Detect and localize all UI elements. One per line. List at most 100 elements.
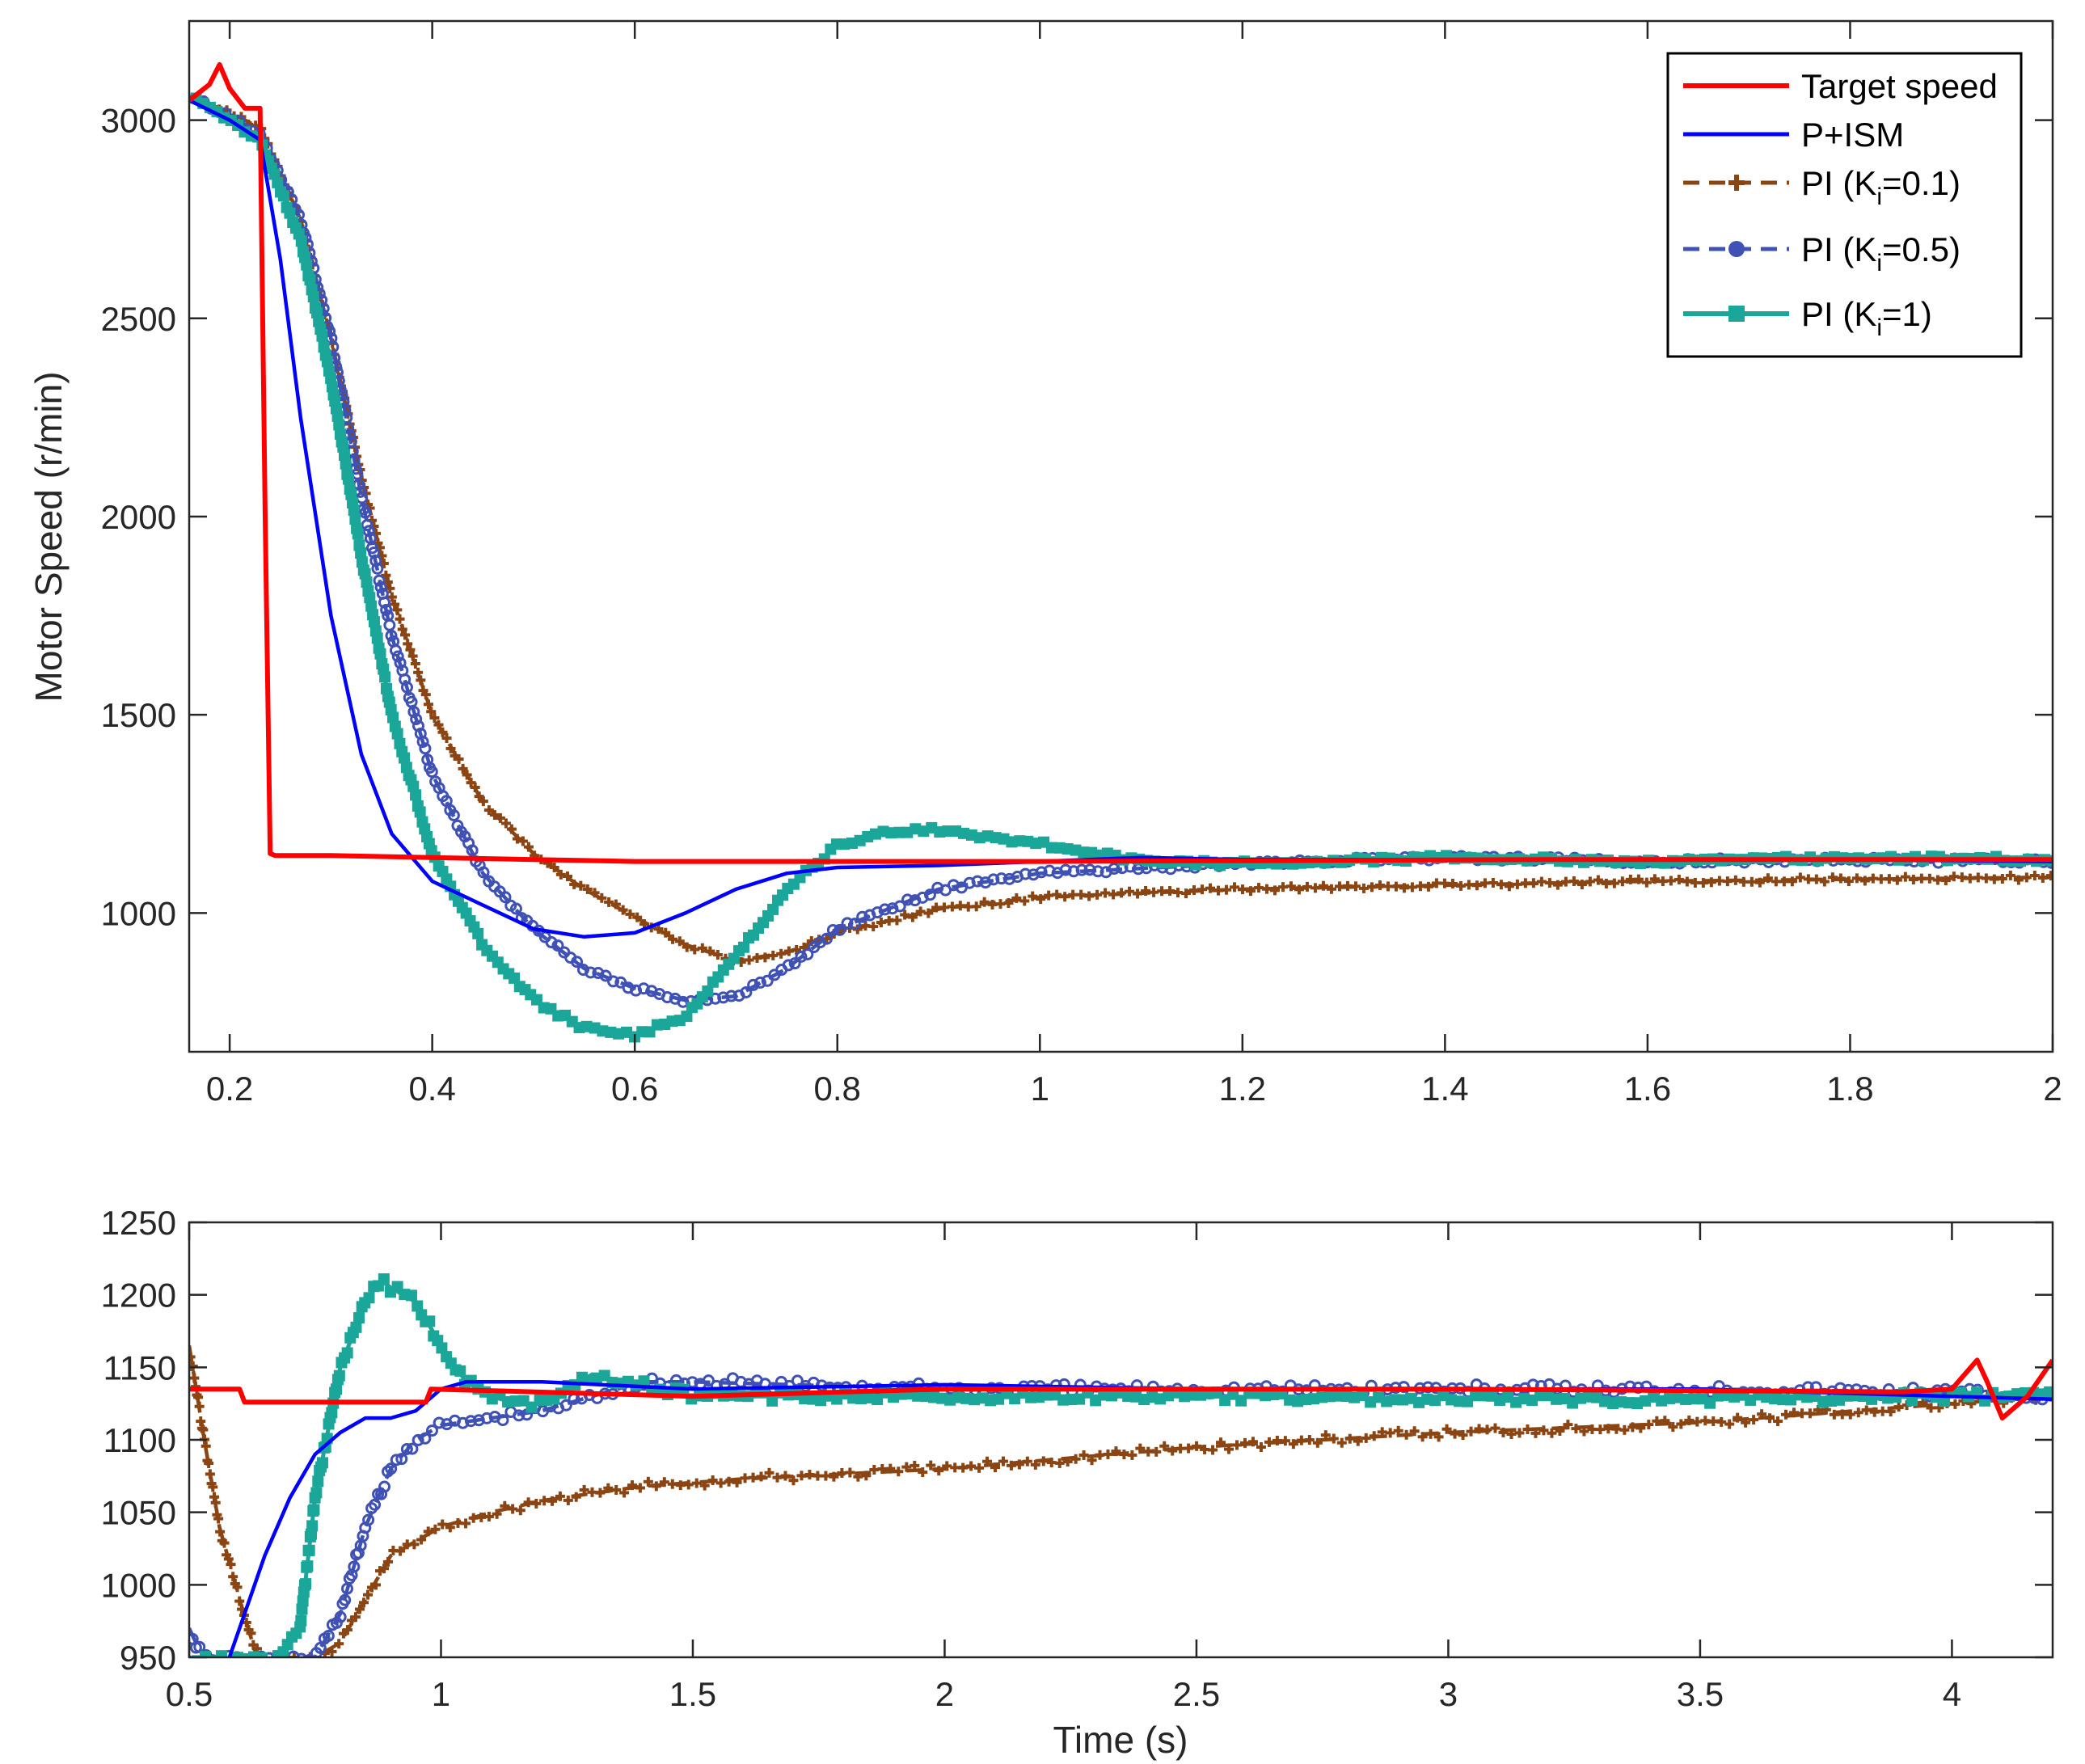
circle-marker <box>362 525 375 538</box>
top-y-tick-label: 3000 <box>101 102 176 140</box>
bottom-x-tick-label: 4 <box>1943 1675 1961 1713</box>
top-series-target <box>189 61 2053 864</box>
bottom-y-tick-label: 1100 <box>103 1421 176 1459</box>
bottom-y-tick-label: 1050 <box>101 1494 176 1532</box>
top-x-tick-label: 0.4 <box>408 1070 455 1108</box>
circle-marker <box>369 555 382 568</box>
circle-marker <box>359 506 372 519</box>
square-marker <box>306 1520 319 1532</box>
top-plot-ticks: 0.2 0.4 0.6 0.8 1 1.2 1.4 1.6 1.8 2 1000 1500 2000 25… <box>101 21 2062 1108</box>
square-marker <box>737 941 749 953</box>
top-x-tick-label: 0.8 <box>814 1070 861 1108</box>
circle-marker <box>585 966 597 979</box>
circle-marker <box>599 969 612 982</box>
bottom-plot-x-axis-label: Time (s) <box>1053 1719 1188 1761</box>
circle-marker <box>371 562 384 575</box>
square-marker <box>638 1375 650 1387</box>
circle-marker <box>400 1442 413 1455</box>
square-marker <box>256 1652 268 1657</box>
circle-marker <box>753 976 766 989</box>
circle-marker <box>373 574 386 587</box>
circle-marker <box>390 1454 403 1466</box>
top-y-tick-label: 2000 <box>101 498 176 536</box>
bottom-x-tick-label: 2.5 <box>1173 1675 1220 1713</box>
legend: Target speed P+ISM PI (Ki=0.1) PI (Ki=0.… <box>1666 52 2023 358</box>
top-plot-series-group <box>189 61 2053 1043</box>
bottom-y-tick-label: 1150 <box>103 1348 176 1386</box>
circle-marker <box>1019 867 1032 880</box>
square-marker <box>331 1383 343 1395</box>
legend-marker-square <box>1728 306 1745 322</box>
bottom-x-tick-label: 2 <box>935 1675 954 1713</box>
square-marker <box>414 806 426 818</box>
circle-marker <box>410 713 423 726</box>
top-plot: 0.2 0.4 0.6 0.8 1 1.2 1.4 1.6 1.8 2 1000 1500 2000 25… <box>27 19 2062 1108</box>
circle-marker <box>334 1610 347 1623</box>
top-y-tick-label: 1000 <box>101 894 176 932</box>
circle-marker <box>923 888 936 901</box>
bottom-x-tick-label: 0.5 <box>166 1675 213 1713</box>
legend-label-p-ism: P+ISM <box>1801 116 1904 154</box>
square-marker <box>371 632 383 644</box>
circle-marker <box>193 1640 206 1653</box>
circle-marker <box>509 902 522 915</box>
circle-marker <box>740 985 753 998</box>
bottom-x-tick-label: 3 <box>1439 1675 1458 1713</box>
legend-marker-circle <box>1728 241 1745 257</box>
legend-label-target-speed: Target speed <box>1801 67 1998 105</box>
circle-marker <box>425 1424 438 1437</box>
square-marker <box>310 1487 323 1499</box>
bottom-x-tick-label: 1 <box>432 1675 450 1713</box>
top-x-tick-label: 0.2 <box>206 1070 253 1108</box>
square-marker <box>333 1369 345 1382</box>
square-marker <box>340 458 352 470</box>
square-marker <box>338 449 350 462</box>
circle-marker <box>416 736 429 749</box>
square-marker <box>316 1457 328 1469</box>
top-y-tick-label: 2500 <box>101 300 176 338</box>
legend-marker-plus <box>1728 175 1745 191</box>
circle-marker <box>374 580 387 593</box>
circle-marker <box>702 1374 715 1387</box>
circle-marker <box>1075 863 1088 876</box>
square-marker <box>349 513 361 525</box>
circle-marker <box>795 950 808 963</box>
square-marker <box>405 1289 417 1302</box>
square-marker <box>424 1315 436 1327</box>
circle-marker <box>747 978 760 991</box>
bottom-y-tick-label: 950 <box>120 1639 176 1677</box>
top-plot-axes-box <box>188 19 2054 1053</box>
square-marker <box>767 903 779 915</box>
circle-marker <box>391 650 404 663</box>
circle-marker <box>841 917 854 930</box>
circle-marker <box>395 1453 408 1466</box>
circle-marker <box>464 1415 477 1428</box>
circle-marker <box>1083 863 1096 876</box>
square-marker <box>766 1395 779 1407</box>
circle-marker <box>352 1547 365 1559</box>
circle-marker <box>761 974 774 987</box>
square-marker <box>216 1650 227 1657</box>
circle-marker <box>821 932 834 945</box>
circle-marker <box>425 766 438 779</box>
square-marker <box>352 528 364 540</box>
circle-marker <box>369 1498 382 1511</box>
square-marker <box>284 207 296 219</box>
square-marker <box>333 419 345 431</box>
square-marker <box>248 1651 260 1657</box>
square-marker <box>399 752 411 764</box>
circle-marker <box>901 893 914 906</box>
circle-marker <box>295 1652 308 1657</box>
legend-entry-p-ism: P+ISM <box>1683 116 1904 154</box>
circle-marker <box>419 1432 432 1445</box>
top-x-tick-label: 2 <box>2043 1070 2062 1108</box>
bottom-x-tick-label: 3.5 <box>1677 1675 1724 1713</box>
circle-marker <box>263 1652 276 1657</box>
circle-marker <box>879 903 892 916</box>
bottom-plot-series-group <box>189 1273 2053 1657</box>
square-marker <box>681 1011 693 1023</box>
circle-marker <box>893 900 906 913</box>
circle-marker <box>987 873 1000 886</box>
square-marker <box>304 274 316 286</box>
square-marker <box>321 356 333 368</box>
